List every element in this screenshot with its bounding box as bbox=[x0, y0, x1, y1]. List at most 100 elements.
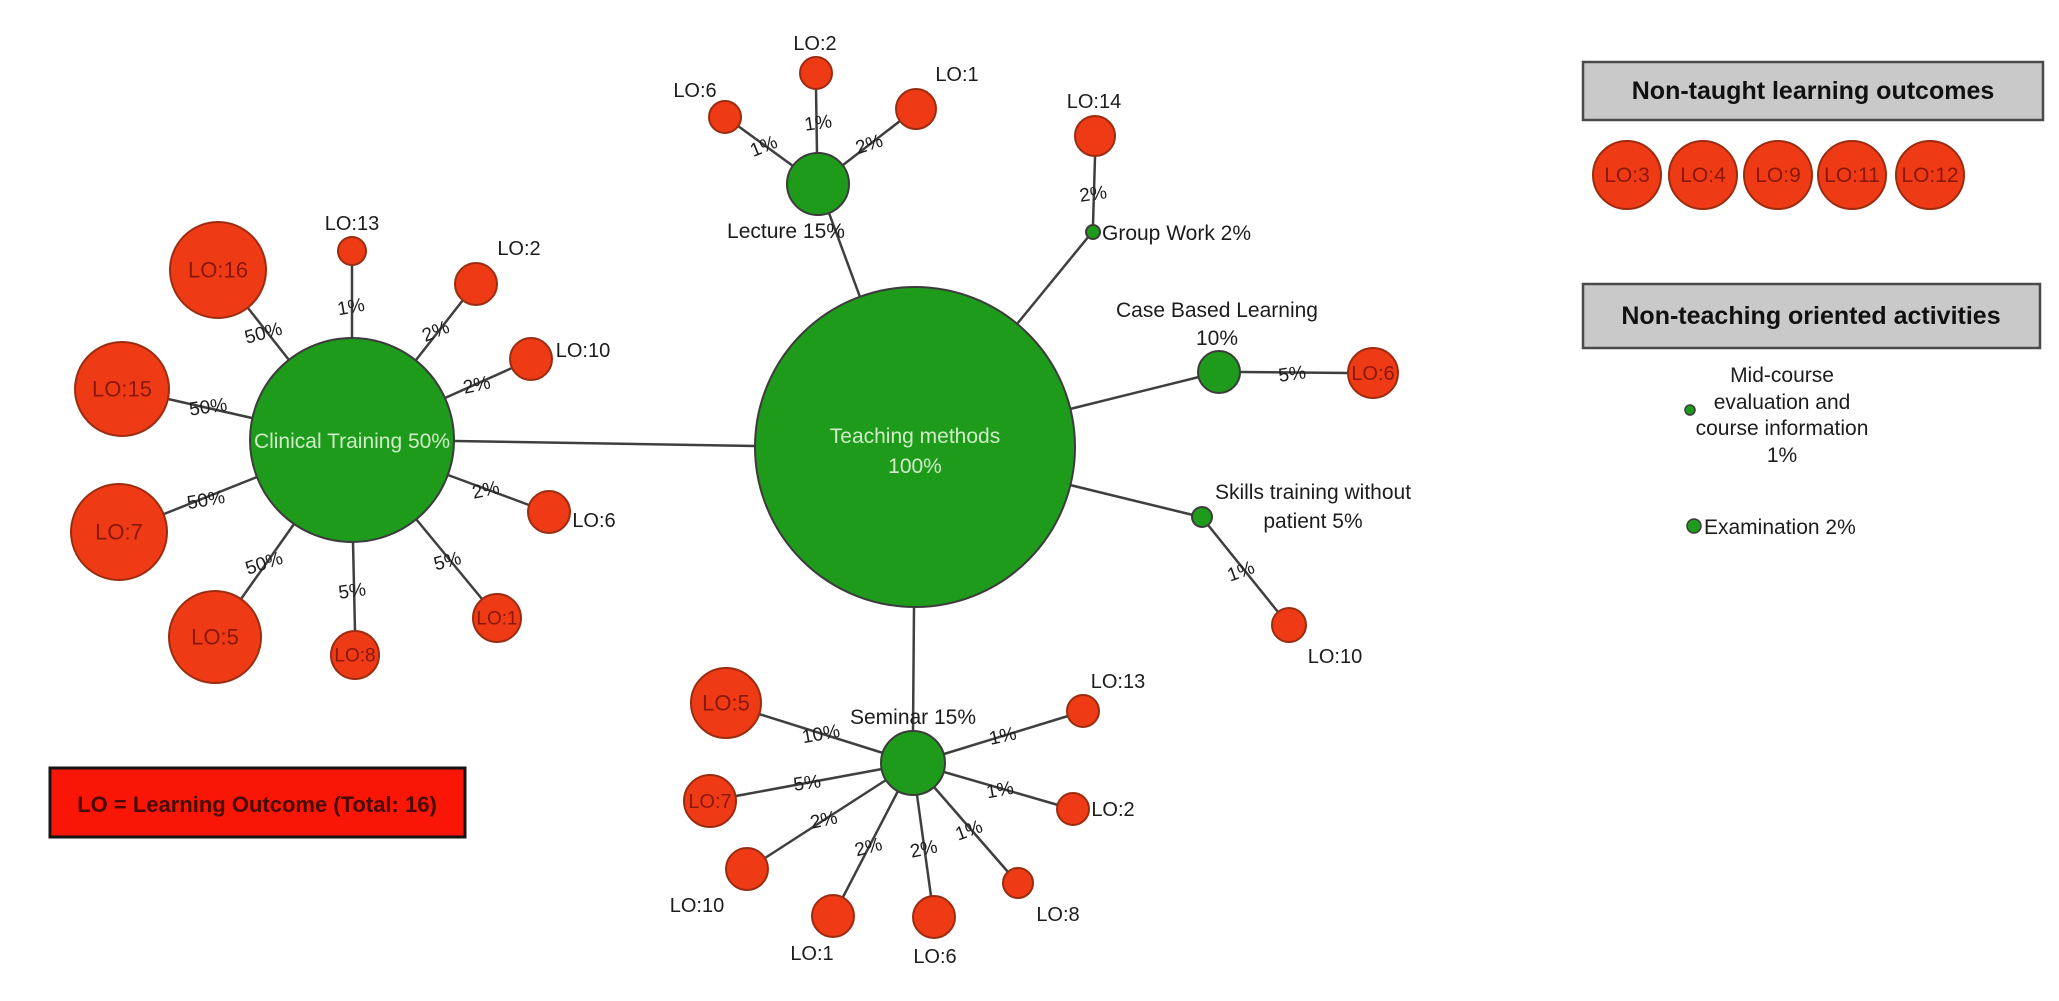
seminar-lo5-label: LO:5 bbox=[702, 691, 750, 716]
clinical-lo15-label: LO:15 bbox=[92, 377, 152, 402]
nodes-layer: Teaching methods 100% Clinical Training 50… bbox=[70, 33, 1399, 968]
non-taught-outcome-label: LO:9 bbox=[1755, 164, 1801, 187]
lecture-node bbox=[786, 152, 850, 216]
clinical-lo16-circle bbox=[169, 221, 267, 319]
non-taught-outcome-label: LO:12 bbox=[1901, 164, 1958, 187]
edge-percentage-label: 50% bbox=[242, 319, 284, 349]
skills-lo10-circle bbox=[1271, 607, 1307, 643]
edge-line bbox=[814, 87, 819, 155]
seminar-lo10-label: LO:10 bbox=[670, 895, 724, 917]
group-work-label: Group Work 2% bbox=[1102, 222, 1251, 245]
mid-course-line-3: course information bbox=[1696, 417, 1869, 440]
mid-course-line-4: 1% bbox=[1767, 444, 1797, 467]
edge-percentage-label: 1% bbox=[985, 778, 1016, 803]
edge-line bbox=[736, 124, 795, 168]
case-based-learning-node bbox=[1197, 350, 1241, 394]
clinical-lo6-label: LO:6 bbox=[572, 510, 615, 532]
clinical-lo8-label: LO:8 bbox=[334, 646, 375, 667]
edge-percentage-label: 10% bbox=[800, 721, 841, 748]
lecture-label: Lecture 15% bbox=[727, 220, 845, 243]
skills-label-2: patient 5% bbox=[1263, 510, 1362, 533]
edge-line bbox=[942, 770, 1060, 807]
clinical-lo5-circle bbox=[168, 590, 262, 684]
clinical-lo16-label: LO:16 bbox=[188, 258, 248, 283]
non-taught-header-box bbox=[1581, 60, 2045, 122]
clinical-lo15-circle bbox=[74, 341, 170, 437]
edge-percentage-label: 50% bbox=[243, 548, 286, 580]
non-taught-outcome-circle bbox=[1592, 140, 1662, 210]
legend-box bbox=[48, 766, 467, 839]
seminar-lo13-label: LO:13 bbox=[1091, 671, 1145, 693]
seminar-lo2-circle bbox=[1056, 792, 1090, 826]
skills-lo10-label: LO:10 bbox=[1308, 646, 1362, 668]
edge-line bbox=[166, 397, 254, 420]
clinical-lo6-circle bbox=[527, 490, 571, 534]
edge-line bbox=[1068, 483, 1195, 517]
seminar-lo1-label: LO:1 bbox=[790, 943, 833, 965]
seminar-lo8-circle bbox=[1002, 867, 1034, 899]
non-taught-outcomes: LO:3 LO:4 LO:9 LO:11 LO:12 bbox=[1592, 140, 1965, 210]
lecture-lo1-label: LO:1 bbox=[935, 64, 978, 86]
edge-percentage-label: 50% bbox=[188, 394, 229, 420]
lecture-lo6-circle bbox=[708, 100, 742, 134]
edge-line bbox=[414, 298, 465, 362]
teaching-methods-node-label: Teaching methods bbox=[830, 425, 1000, 448]
edge-line bbox=[841, 119, 902, 167]
edge-line bbox=[915, 793, 933, 898]
clinical-lo1-label: LO:1 bbox=[476, 609, 517, 630]
edge-line bbox=[1068, 375, 1201, 411]
edge-line bbox=[827, 211, 862, 299]
edge-percentage-label: 1% bbox=[803, 111, 833, 136]
edge-percentage-label: 2% bbox=[470, 477, 501, 503]
lo14-label: LO:14 bbox=[1067, 91, 1121, 113]
edge-line bbox=[1238, 370, 1350, 375]
clinical-lo2-label: LO:2 bbox=[497, 238, 540, 260]
edge-line bbox=[446, 473, 531, 507]
labels-layer: Lecture 15% Group Work 2% Case Based Learn… bbox=[727, 220, 1411, 729]
lecture-lo1-circle bbox=[895, 88, 937, 130]
edge-line bbox=[351, 540, 357, 633]
edge-percentage-label: 50% bbox=[185, 487, 226, 514]
edge-line bbox=[1206, 523, 1280, 614]
non-taught-outcome-label: LO:3 bbox=[1604, 164, 1650, 187]
edge-line bbox=[942, 714, 1070, 756]
seminar-lo10-circle bbox=[725, 847, 769, 891]
legend: LO = Learning Outcome (Total: 16) bbox=[48, 766, 467, 839]
mid-course-dot bbox=[1684, 404, 1696, 416]
non-taught-outcome-label: LO:4 bbox=[1680, 164, 1726, 187]
lecture-lo2-circle bbox=[799, 56, 833, 90]
edge-line bbox=[239, 522, 296, 601]
edge-line bbox=[1091, 155, 1097, 227]
case-based-label-1: Case Based Learning bbox=[1116, 299, 1318, 322]
edge-line bbox=[443, 366, 514, 400]
clinical-lo7-label: LO:7 bbox=[95, 520, 143, 545]
edge-line bbox=[246, 306, 291, 362]
seminar-lo6-label: LO:6 bbox=[913, 946, 956, 968]
edge-percentage-label: 2% bbox=[461, 372, 492, 398]
edge-line bbox=[414, 517, 484, 601]
seminar-lo6-circle bbox=[912, 895, 956, 939]
seminar-node bbox=[880, 730, 946, 796]
edge-line bbox=[932, 785, 1010, 874]
seminar-label: Seminar 15% bbox=[850, 706, 976, 729]
teaching-methods-node-label: 100% bbox=[888, 455, 942, 478]
edge-line bbox=[763, 778, 888, 860]
clinical-lo10-circle bbox=[509, 337, 553, 381]
edge-line bbox=[1015, 234, 1091, 326]
case-based-lo6-label: LO:6 bbox=[1351, 363, 1394, 385]
skills-training-node bbox=[1191, 506, 1213, 528]
case-based-lo6-circle bbox=[1347, 347, 1399, 399]
edge-line bbox=[162, 475, 259, 516]
clinical-lo1-circle bbox=[472, 593, 522, 643]
edge-line bbox=[911, 605, 916, 733]
clinical-lo13-circle bbox=[337, 236, 367, 266]
clinical-lo5-label: LO:5 bbox=[191, 625, 239, 650]
clinical-training-node bbox=[249, 337, 455, 543]
seminar-lo5-circle bbox=[690, 667, 762, 739]
edge-percentage-label: 5% bbox=[1277, 362, 1307, 387]
edge-percentage-label: 2% bbox=[853, 834, 885, 861]
clinical-lo13-label: LO:13 bbox=[325, 213, 379, 235]
seminar-lo1-circle bbox=[811, 894, 855, 938]
seminar-lo2-label: LO:2 bbox=[1091, 799, 1134, 821]
